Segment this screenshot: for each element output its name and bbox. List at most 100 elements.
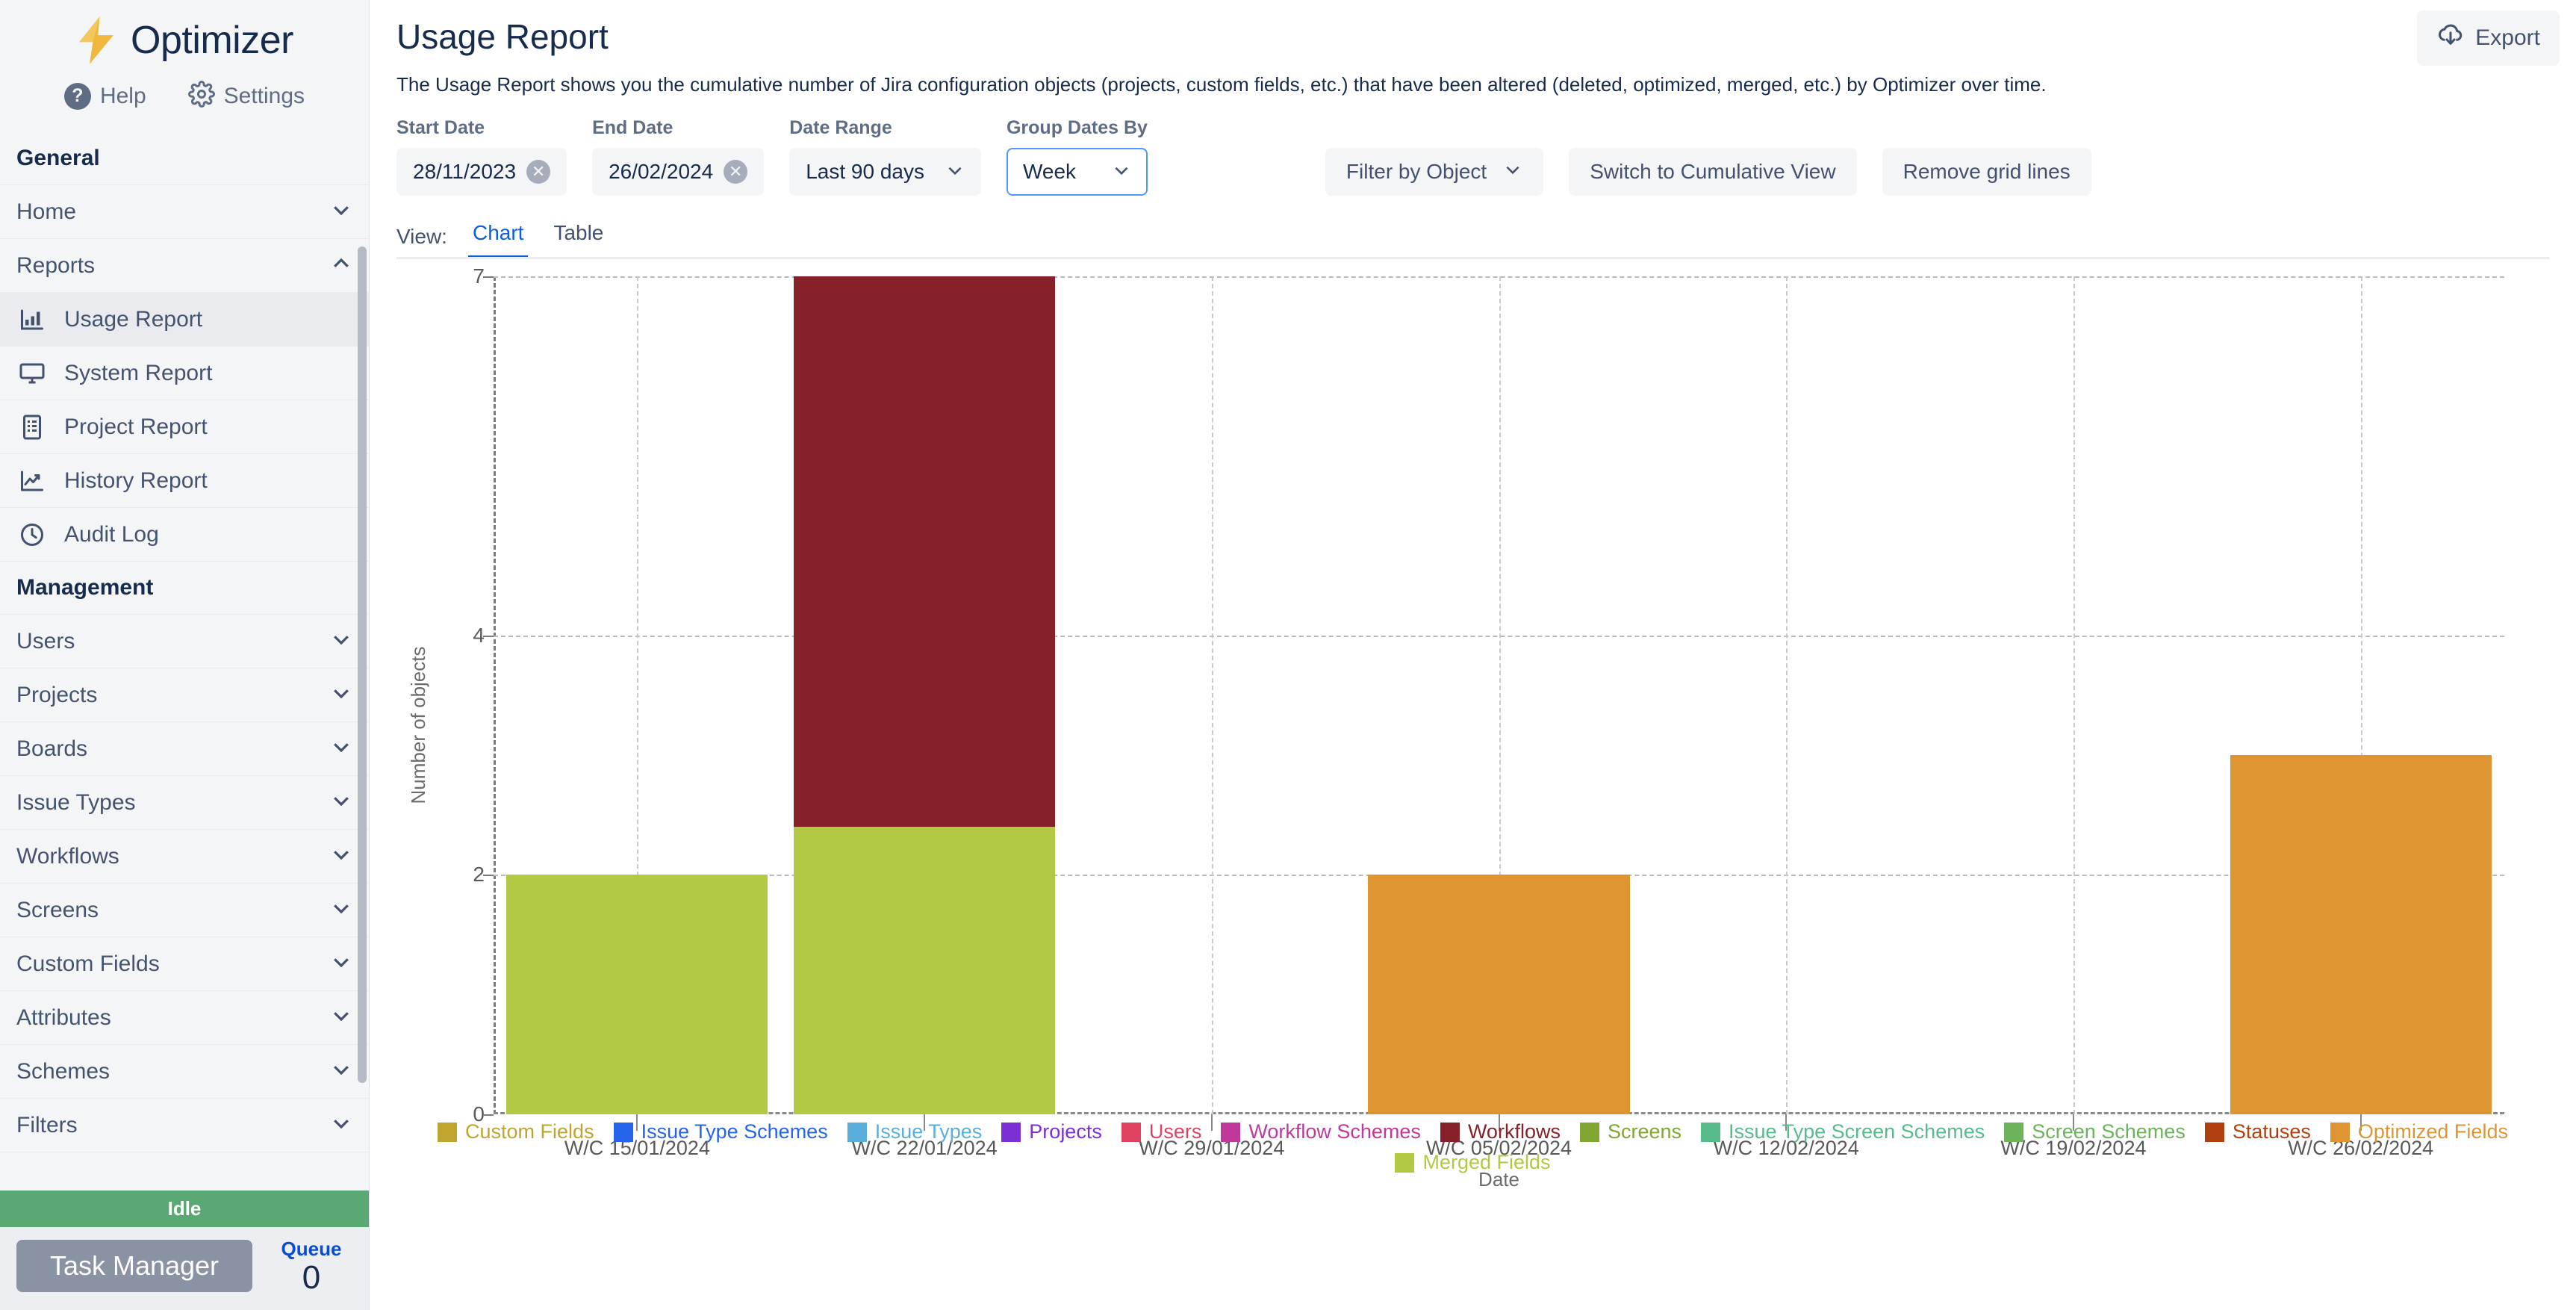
chart-x-tick-mark: [2072, 1114, 2074, 1131]
legend-label: Merged Fields: [1422, 1151, 1551, 1173]
tab-chart[interactable]: Chart: [467, 221, 529, 259]
view-tabs-underline: [396, 257, 2549, 259]
legend-swatch-icon: [1395, 1152, 1415, 1173]
help-label: Help: [99, 83, 146, 108]
legend-item[interactable]: Workflow Schemes: [1221, 1120, 1421, 1143]
sidebar-item-audit-log[interactable]: Audit Log: [0, 507, 369, 561]
clear-circle-icon[interactable]: ✕: [526, 160, 551, 184]
date-range-control: Date Range Last 90 days: [789, 117, 981, 196]
clear-circle-icon[interactable]: ✕: [724, 160, 748, 184]
brand: Optimizer: [0, 0, 369, 69]
group-dates-by-control: Group Dates By Week: [1006, 117, 1148, 196]
task-manager-button[interactable]: Task Manager: [16, 1240, 252, 1293]
export-button[interactable]: Export: [2417, 10, 2560, 66]
filter-by-object-label: Filter by Object: [1345, 160, 1487, 183]
sidebar-item-label: Usage Report: [64, 306, 203, 332]
chart-x-axis-label: Date: [1478, 1168, 1519, 1191]
sidebar-scrollbar[interactable]: [358, 246, 367, 1083]
sidebar-item-label: System Report: [64, 360, 213, 385]
sidebar-item-boards[interactable]: Boards: [0, 721, 369, 775]
chevron-down-icon: [330, 897, 352, 923]
help-link[interactable]: ? Help: [63, 82, 146, 110]
sidebar-item-system-report[interactable]: System Report: [0, 346, 369, 400]
remove-grid-lines-button[interactable]: Remove grid lines: [1882, 148, 2091, 196]
legend-item[interactable]: Statuses: [2204, 1120, 2311, 1143]
legend-swatch-icon: [2330, 1122, 2350, 1142]
legend-item[interactable]: Screen Schemes: [2004, 1120, 2185, 1143]
sidebar-item-label: Projects: [16, 682, 98, 707]
cloud-download-icon: [2436, 21, 2465, 55]
sidebar-item-workflows[interactable]: Workflows: [0, 829, 369, 883]
chart-bar-segment[interactable]: [794, 827, 1056, 1114]
sidebar-item-project-report[interactable]: Project Report: [0, 400, 369, 453]
date-range-label: Date Range: [789, 117, 892, 138]
legend-swatch-icon: [1701, 1122, 1721, 1142]
chart-y-tick-label: 2: [473, 863, 485, 887]
sidebar-item-custom-fields[interactable]: Custom Fields: [0, 937, 369, 990]
chart-bar-segment[interactable]: [506, 875, 768, 1114]
sidebar-item-schemes[interactable]: Schemes: [0, 1044, 369, 1098]
chart-bar-segment[interactable]: [2230, 755, 2492, 1114]
usage-chart: Number of objects Date 0 2 4 7 W/C 15/01/202…: [396, 264, 2549, 1191]
legend-item[interactable]: Issue Type Schemes: [613, 1120, 828, 1143]
start-date-label: Start Date: [396, 117, 485, 138]
sidebar-item-home[interactable]: Home: [0, 184, 369, 238]
sidebar-item-screens[interactable]: Screens: [0, 883, 369, 937]
main-inner: Usage Report The Usage Report shows you …: [370, 0, 2576, 259]
sidebar-item-label: Project Report: [64, 414, 208, 439]
sidebar-item-reports[interactable]: Reports: [0, 238, 369, 292]
legend-item[interactable]: Issue Types: [847, 1120, 982, 1143]
sidebar-item-filters[interactable]: Filters: [0, 1098, 369, 1152]
chevron-down-icon: [330, 736, 352, 762]
legend-swatch-icon: [1221, 1122, 1241, 1142]
sidebar-item-history-report[interactable]: History Report: [0, 453, 369, 507]
chart-bar-segment[interactable]: [794, 276, 1056, 828]
view-tabs: View: Chart Table: [396, 221, 2549, 259]
export-label: Export: [2475, 25, 2540, 50]
legend-item[interactable]: Optimized Fields: [2330, 1120, 2508, 1143]
chart-bar-segment[interactable]: [1368, 875, 1630, 1114]
legend-item[interactable]: Screens: [1579, 1120, 1681, 1143]
settings-label: Settings: [223, 83, 305, 108]
sidebar-item-label: Boards: [16, 736, 88, 761]
sidebar-item-users[interactable]: Users: [0, 614, 369, 668]
end-date-label: End Date: [592, 117, 673, 138]
legend-label: Optimized Fields: [2357, 1120, 2508, 1143]
chevron-down-icon: [330, 951, 352, 977]
chart-y-tick-label: 4: [473, 623, 485, 647]
controls-row: Start Date 28/11/2023 ✕ End Date 26/02/2…: [396, 117, 2549, 196]
legend-swatch-icon: [613, 1122, 633, 1142]
chevron-down-icon: [330, 1058, 352, 1084]
chart-y-tick-mark: [483, 875, 494, 877]
sidebar-item-attributes[interactable]: Attributes: [0, 990, 369, 1044]
sidebar-item-issue-types[interactable]: Issue Types: [0, 775, 369, 829]
date-range-select[interactable]: Last 90 days: [789, 148, 981, 196]
legend-item[interactable]: Merged Fields: [1395, 1151, 1551, 1174]
chart-x-tick-mark: [636, 1114, 638, 1131]
filter-by-object-button[interactable]: Filter by Object: [1325, 148, 1544, 196]
legend-label: Custom Fields: [465, 1120, 594, 1143]
end-date-input[interactable]: 26/02/2024 ✕: [592, 148, 765, 196]
sidebar-item-label: Audit Log: [64, 521, 159, 547]
start-date-control: Start Date 28/11/2023 ✕: [396, 117, 567, 196]
chart-gridline-vertical: [1211, 276, 1213, 1114]
tab-table[interactable]: Table: [553, 221, 604, 244]
legend-item[interactable]: Workflows: [1440, 1120, 1561, 1143]
start-date-input[interactable]: 28/11/2023 ✕: [396, 148, 567, 196]
sidebar-item-usage-report[interactable]: Usage Report: [0, 292, 369, 346]
legend-item[interactable]: Issue Type Screen Schemes: [1701, 1120, 1985, 1143]
end-date-value: 26/02/2024: [609, 160, 714, 183]
queue-indicator: Queue 0: [270, 1238, 352, 1295]
chevron-down-icon: [330, 628, 352, 654]
legend-item[interactable]: Custom Fields: [438, 1120, 594, 1143]
chart-x-tick-mark: [1785, 1114, 1788, 1131]
gear-icon: [187, 81, 215, 111]
sidebar-item-projects[interactable]: Projects: [0, 668, 369, 721]
sidebar-item-label: Custom Fields: [16, 951, 160, 976]
group-dates-by-select[interactable]: Week: [1006, 148, 1148, 196]
legend-item[interactable]: Projects: [1001, 1120, 1102, 1143]
monitor-icon: [16, 358, 48, 389]
settings-link[interactable]: Settings: [187, 81, 305, 111]
legend-item[interactable]: Users: [1121, 1120, 1201, 1143]
switch-cumulative-view-button[interactable]: Switch to Cumulative View: [1569, 148, 1857, 196]
